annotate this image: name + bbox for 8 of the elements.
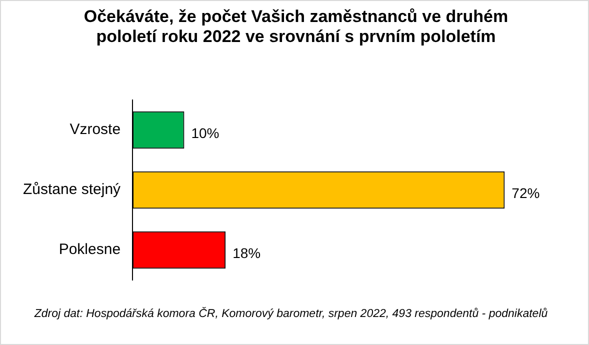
y-tick-label: Zůstane stejný <box>22 181 122 198</box>
y-tick-label: Vzroste <box>70 121 121 138</box>
text: Zdroj dat: Hospodářská komora ČR, Komorový barometr, srpen 2022, 493 respondentů - podnikatelů <box>33 307 549 321</box>
data-label: 10% <box>191 124 220 141</box>
data-label: 72% <box>512 184 540 201</box>
chart-title: Očekáváte, že počet Vašich zaměstnanců ve druhém pololetí roku 2022 ve srovnání s prvním pololetím <box>82 7 510 47</box>
data-label: 18% <box>232 244 261 261</box>
y-tick-label: Poklesne <box>58 241 121 258</box>
